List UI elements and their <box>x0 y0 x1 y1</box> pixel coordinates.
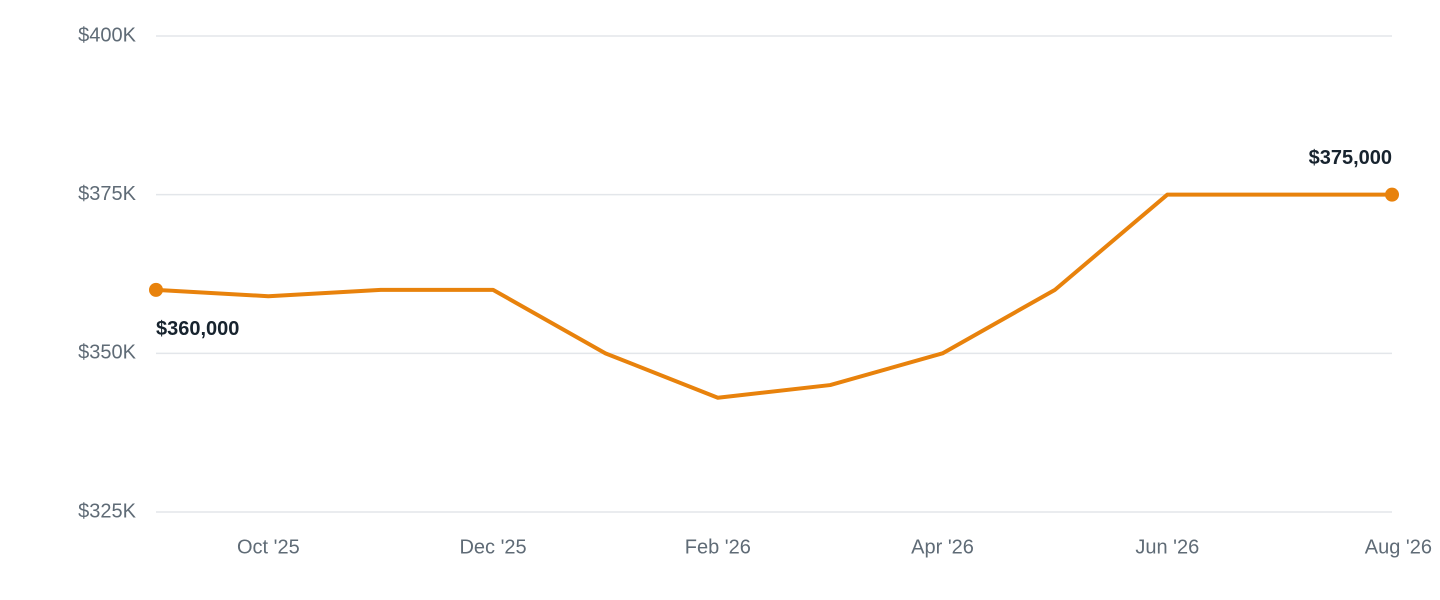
data-label: $360,000 <box>156 318 239 340</box>
x-tick-label: Jun '26 <box>1135 536 1199 558</box>
point <box>1385 187 1399 202</box>
point <box>149 282 163 297</box>
data-label: $375,000 <box>1309 147 1392 169</box>
y-tick-label: $325K <box>78 500 136 522</box>
x-tick-label: Dec '25 <box>459 536 526 558</box>
y-tick-label: $375K <box>78 183 136 205</box>
y-tick-label: $350K <box>78 342 136 364</box>
y-tick-label: $400K <box>78 24 136 46</box>
x-tick-label: Aug '26 <box>1365 536 1432 558</box>
x-tick-label: Apr '26 <box>911 536 974 558</box>
x-tick-label: Oct '25 <box>237 536 300 558</box>
x-tick-label: Feb '26 <box>685 536 751 558</box>
line <box>155 192 1392 400</box>
